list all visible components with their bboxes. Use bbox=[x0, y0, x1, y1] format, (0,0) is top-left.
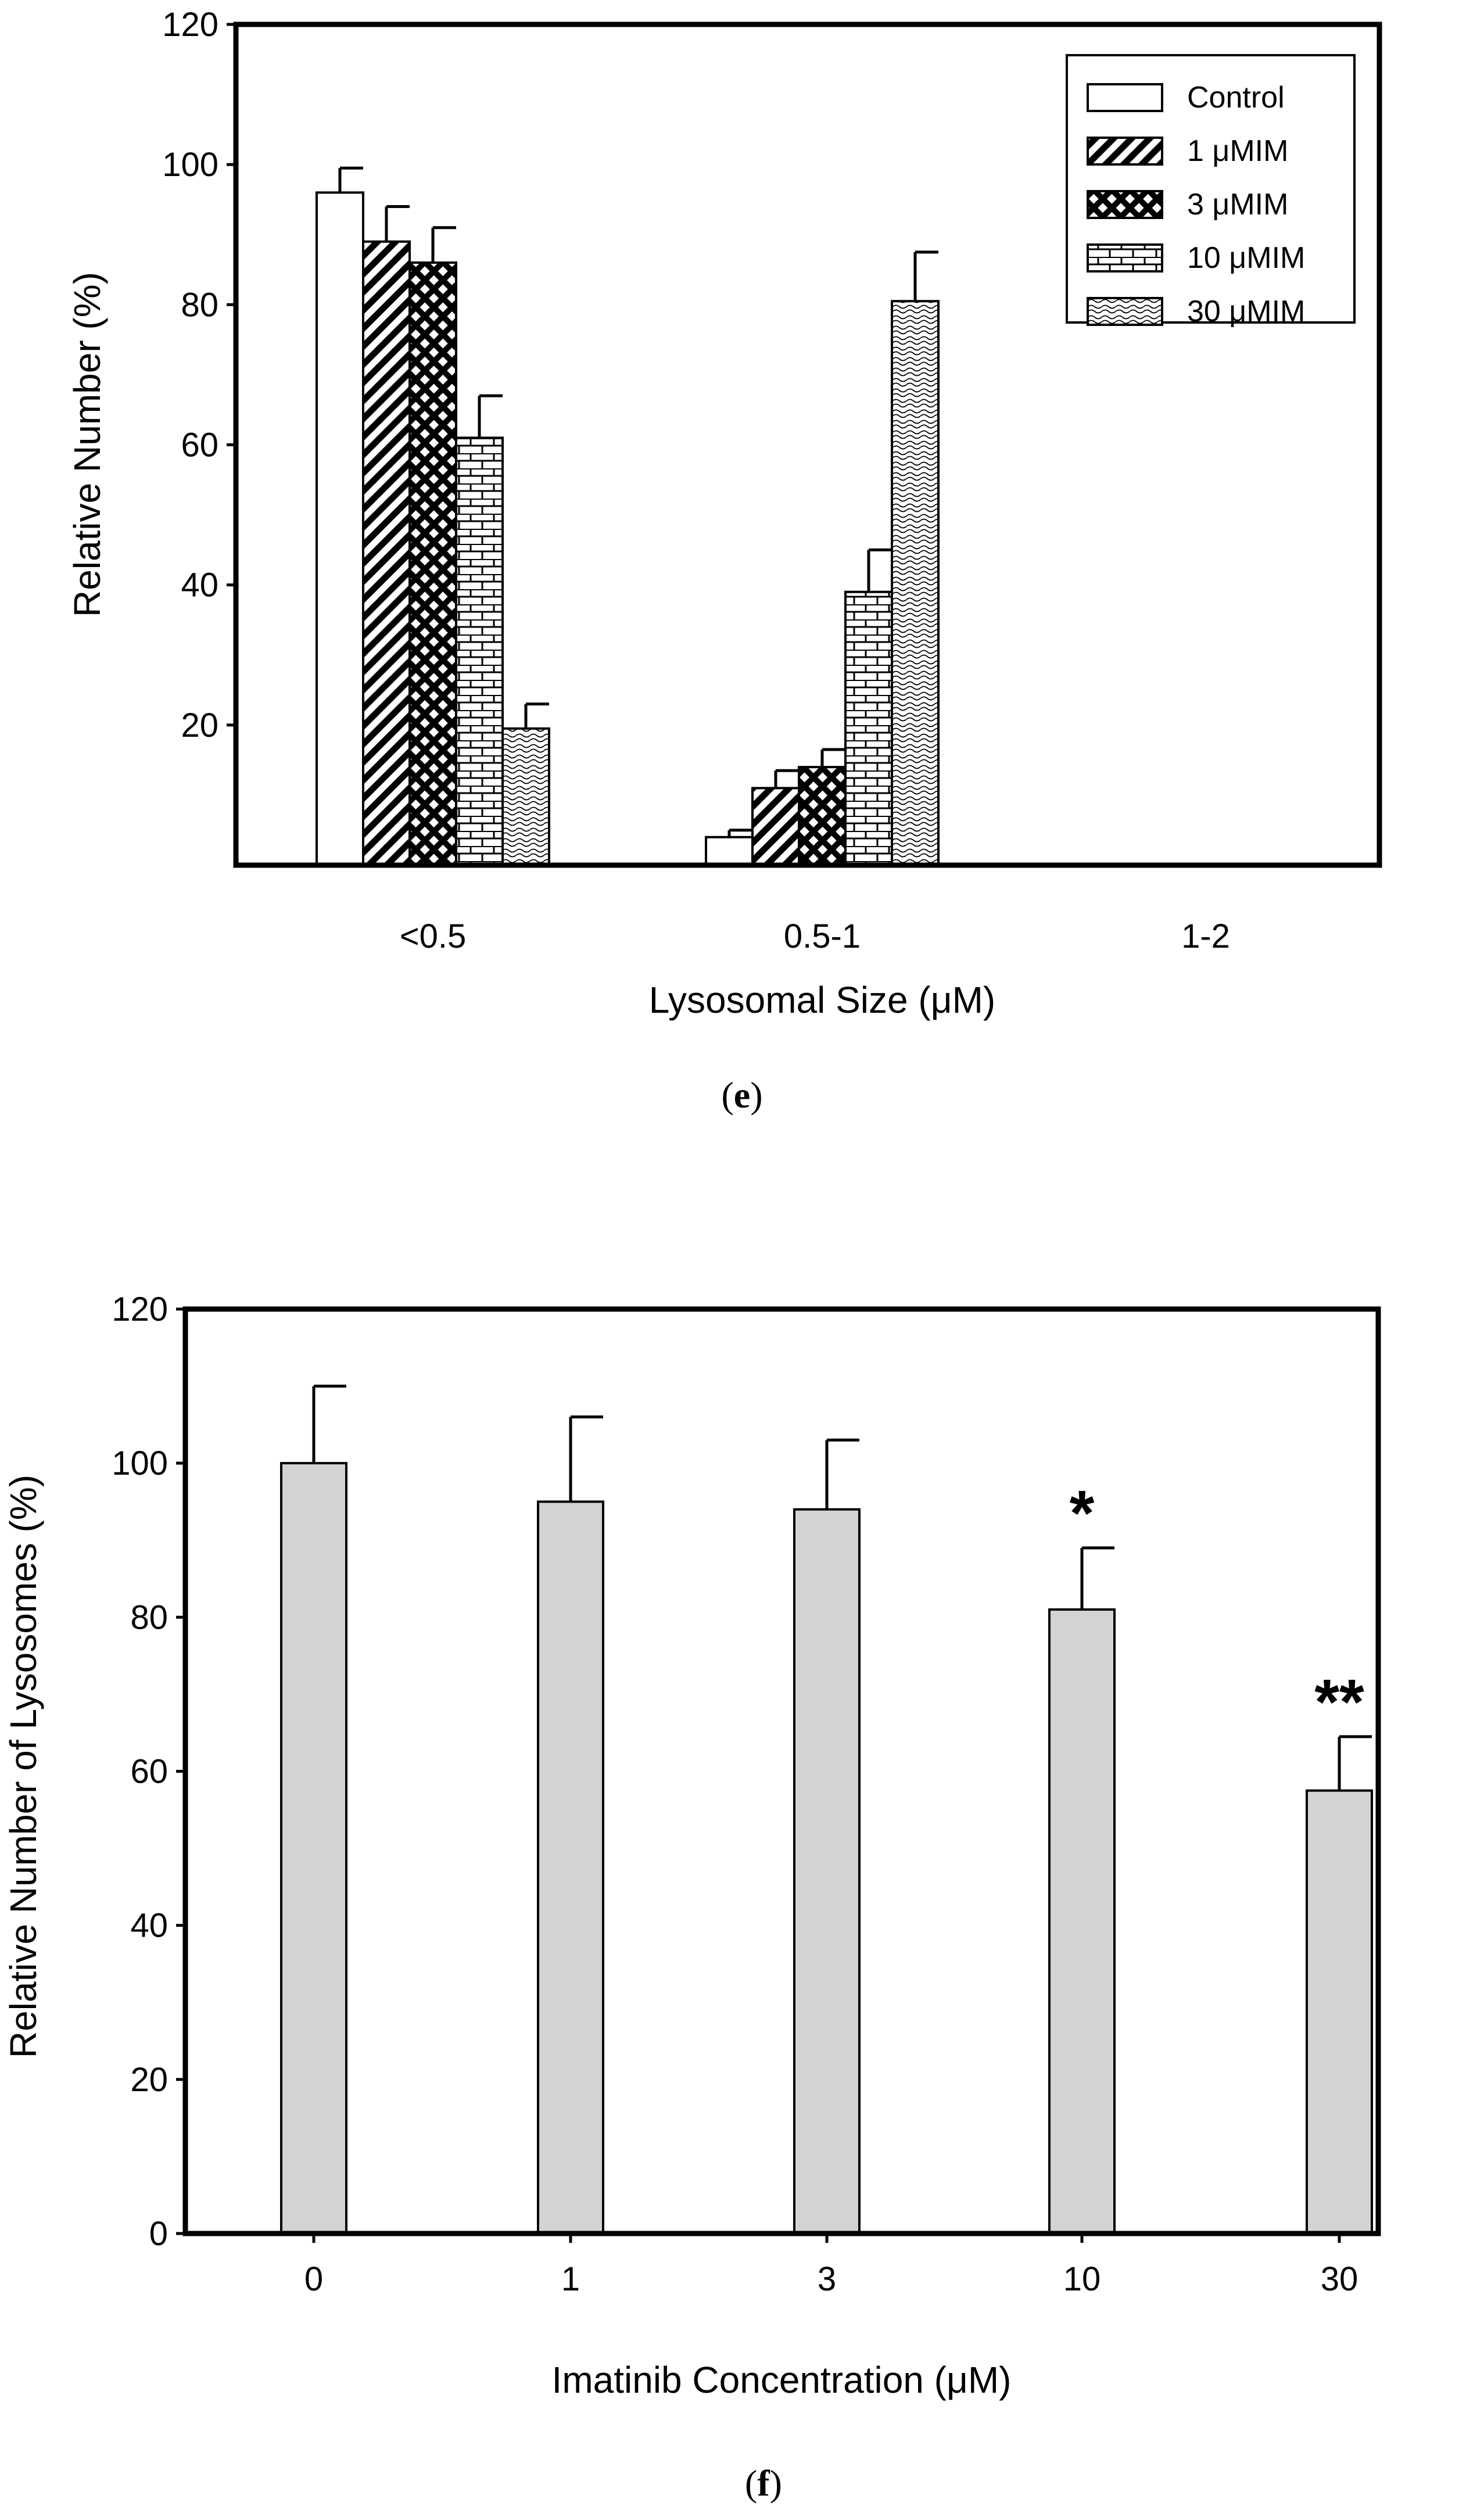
bar bbox=[844, 590, 893, 866]
legend-swatch bbox=[1087, 297, 1163, 326]
chart-e-legend: Control 1 μMIM 3 μMIM 10 μMIM 30 μMIM bbox=[1066, 54, 1356, 328]
bar bbox=[280, 1462, 347, 2235]
bar bbox=[408, 261, 457, 867]
bar bbox=[501, 727, 550, 867]
y-tick-label: 40 bbox=[130, 1907, 168, 1945]
x-tick-label: 0.5-1 bbox=[784, 917, 861, 955]
x-tick-label: 0 bbox=[304, 2260, 323, 2298]
chart-e-ylabel: Relative Number (%) bbox=[66, 272, 108, 617]
y-tick-label: 20 bbox=[130, 2061, 168, 2099]
significance-marker: ** bbox=[1314, 1666, 1364, 1738]
y-tick-label: 100 bbox=[162, 146, 218, 184]
legend-label: 10 μMIM bbox=[1187, 241, 1305, 275]
legend-label: 1 μMIM bbox=[1187, 134, 1288, 168]
bar bbox=[798, 766, 847, 867]
bar bbox=[1048, 1608, 1116, 2235]
chart-e-x-axis: <0.5 0.5-1 1-2 bbox=[400, 917, 1230, 955]
legend-swatch bbox=[1087, 243, 1163, 273]
x-tick-label: 1-2 bbox=[1181, 917, 1230, 955]
panel-label-e-letter: e bbox=[734, 1074, 750, 1116]
bar bbox=[537, 1500, 604, 2235]
panel-label-e: (e) bbox=[721, 1074, 762, 1116]
chart-f-frame bbox=[182, 1306, 1381, 2236]
y-tick-label: 60 bbox=[181, 426, 218, 464]
chart-f-y-axis: 0 20 40 60 80 100 120 bbox=[112, 1290, 185, 2253]
chart-panel-e: 20 40 60 80 100 120 <0.5 0.5-1 1-2 Control 1 μMI… bbox=[66, 6, 1382, 1116]
chart-f-ylabel: Relative Number of Lysosomes (%) bbox=[2, 1475, 44, 2058]
chart-f-xlabel: Imatinib Concentration (μM) bbox=[552, 2359, 1012, 2401]
y-tick-label: 80 bbox=[181, 286, 218, 324]
bar bbox=[705, 836, 754, 867]
x-tick-label: 10 bbox=[1063, 2260, 1101, 2298]
chart-f-x-axis: 0 1 3 10 30 bbox=[304, 2234, 1358, 2298]
x-tick-label: 30 bbox=[1321, 2260, 1358, 2298]
legend-swatch bbox=[1087, 83, 1163, 112]
panel-label-f-letter: f bbox=[757, 2462, 770, 2504]
y-tick-label: 80 bbox=[130, 1598, 168, 1636]
chart-e-xlabel: Lysosomal Size (μM) bbox=[649, 979, 995, 1021]
bar bbox=[362, 240, 411, 866]
bar bbox=[793, 1508, 861, 2235]
x-tick-label: 3 bbox=[818, 2260, 836, 2298]
bar bbox=[1306, 1789, 1373, 2235]
legend-label: Control bbox=[1187, 81, 1285, 114]
y-tick-label: 20 bbox=[181, 707, 218, 744]
chart-f-plot-area: *** bbox=[280, 1385, 1373, 2235]
bar bbox=[751, 787, 800, 866]
bar bbox=[316, 191, 364, 866]
bar bbox=[455, 436, 504, 866]
y-tick-label: 120 bbox=[112, 1290, 168, 1328]
legend-swatch bbox=[1087, 190, 1163, 219]
y-tick-label: 40 bbox=[181, 567, 218, 604]
legend-swatch bbox=[1087, 137, 1163, 166]
y-tick-label: 120 bbox=[162, 6, 218, 44]
y-tick-label: 0 bbox=[149, 2215, 168, 2253]
legend-label: 30 μMIM bbox=[1187, 295, 1305, 328]
x-tick-label: 1 bbox=[561, 2260, 580, 2298]
y-tick-label: 100 bbox=[112, 1444, 168, 1482]
chart-e-y-axis: 20 40 60 80 100 120 bbox=[162, 6, 236, 744]
significance-marker: * bbox=[1070, 1478, 1095, 1549]
y-tick-label: 60 bbox=[130, 1753, 168, 1791]
chart-e-plot-area bbox=[316, 166, 940, 867]
x-tick-label: <0.5 bbox=[400, 917, 467, 955]
legend-label: 3 μMIM bbox=[1187, 188, 1288, 221]
panel-label-f: (f) bbox=[745, 2462, 782, 2504]
bar bbox=[891, 300, 940, 866]
